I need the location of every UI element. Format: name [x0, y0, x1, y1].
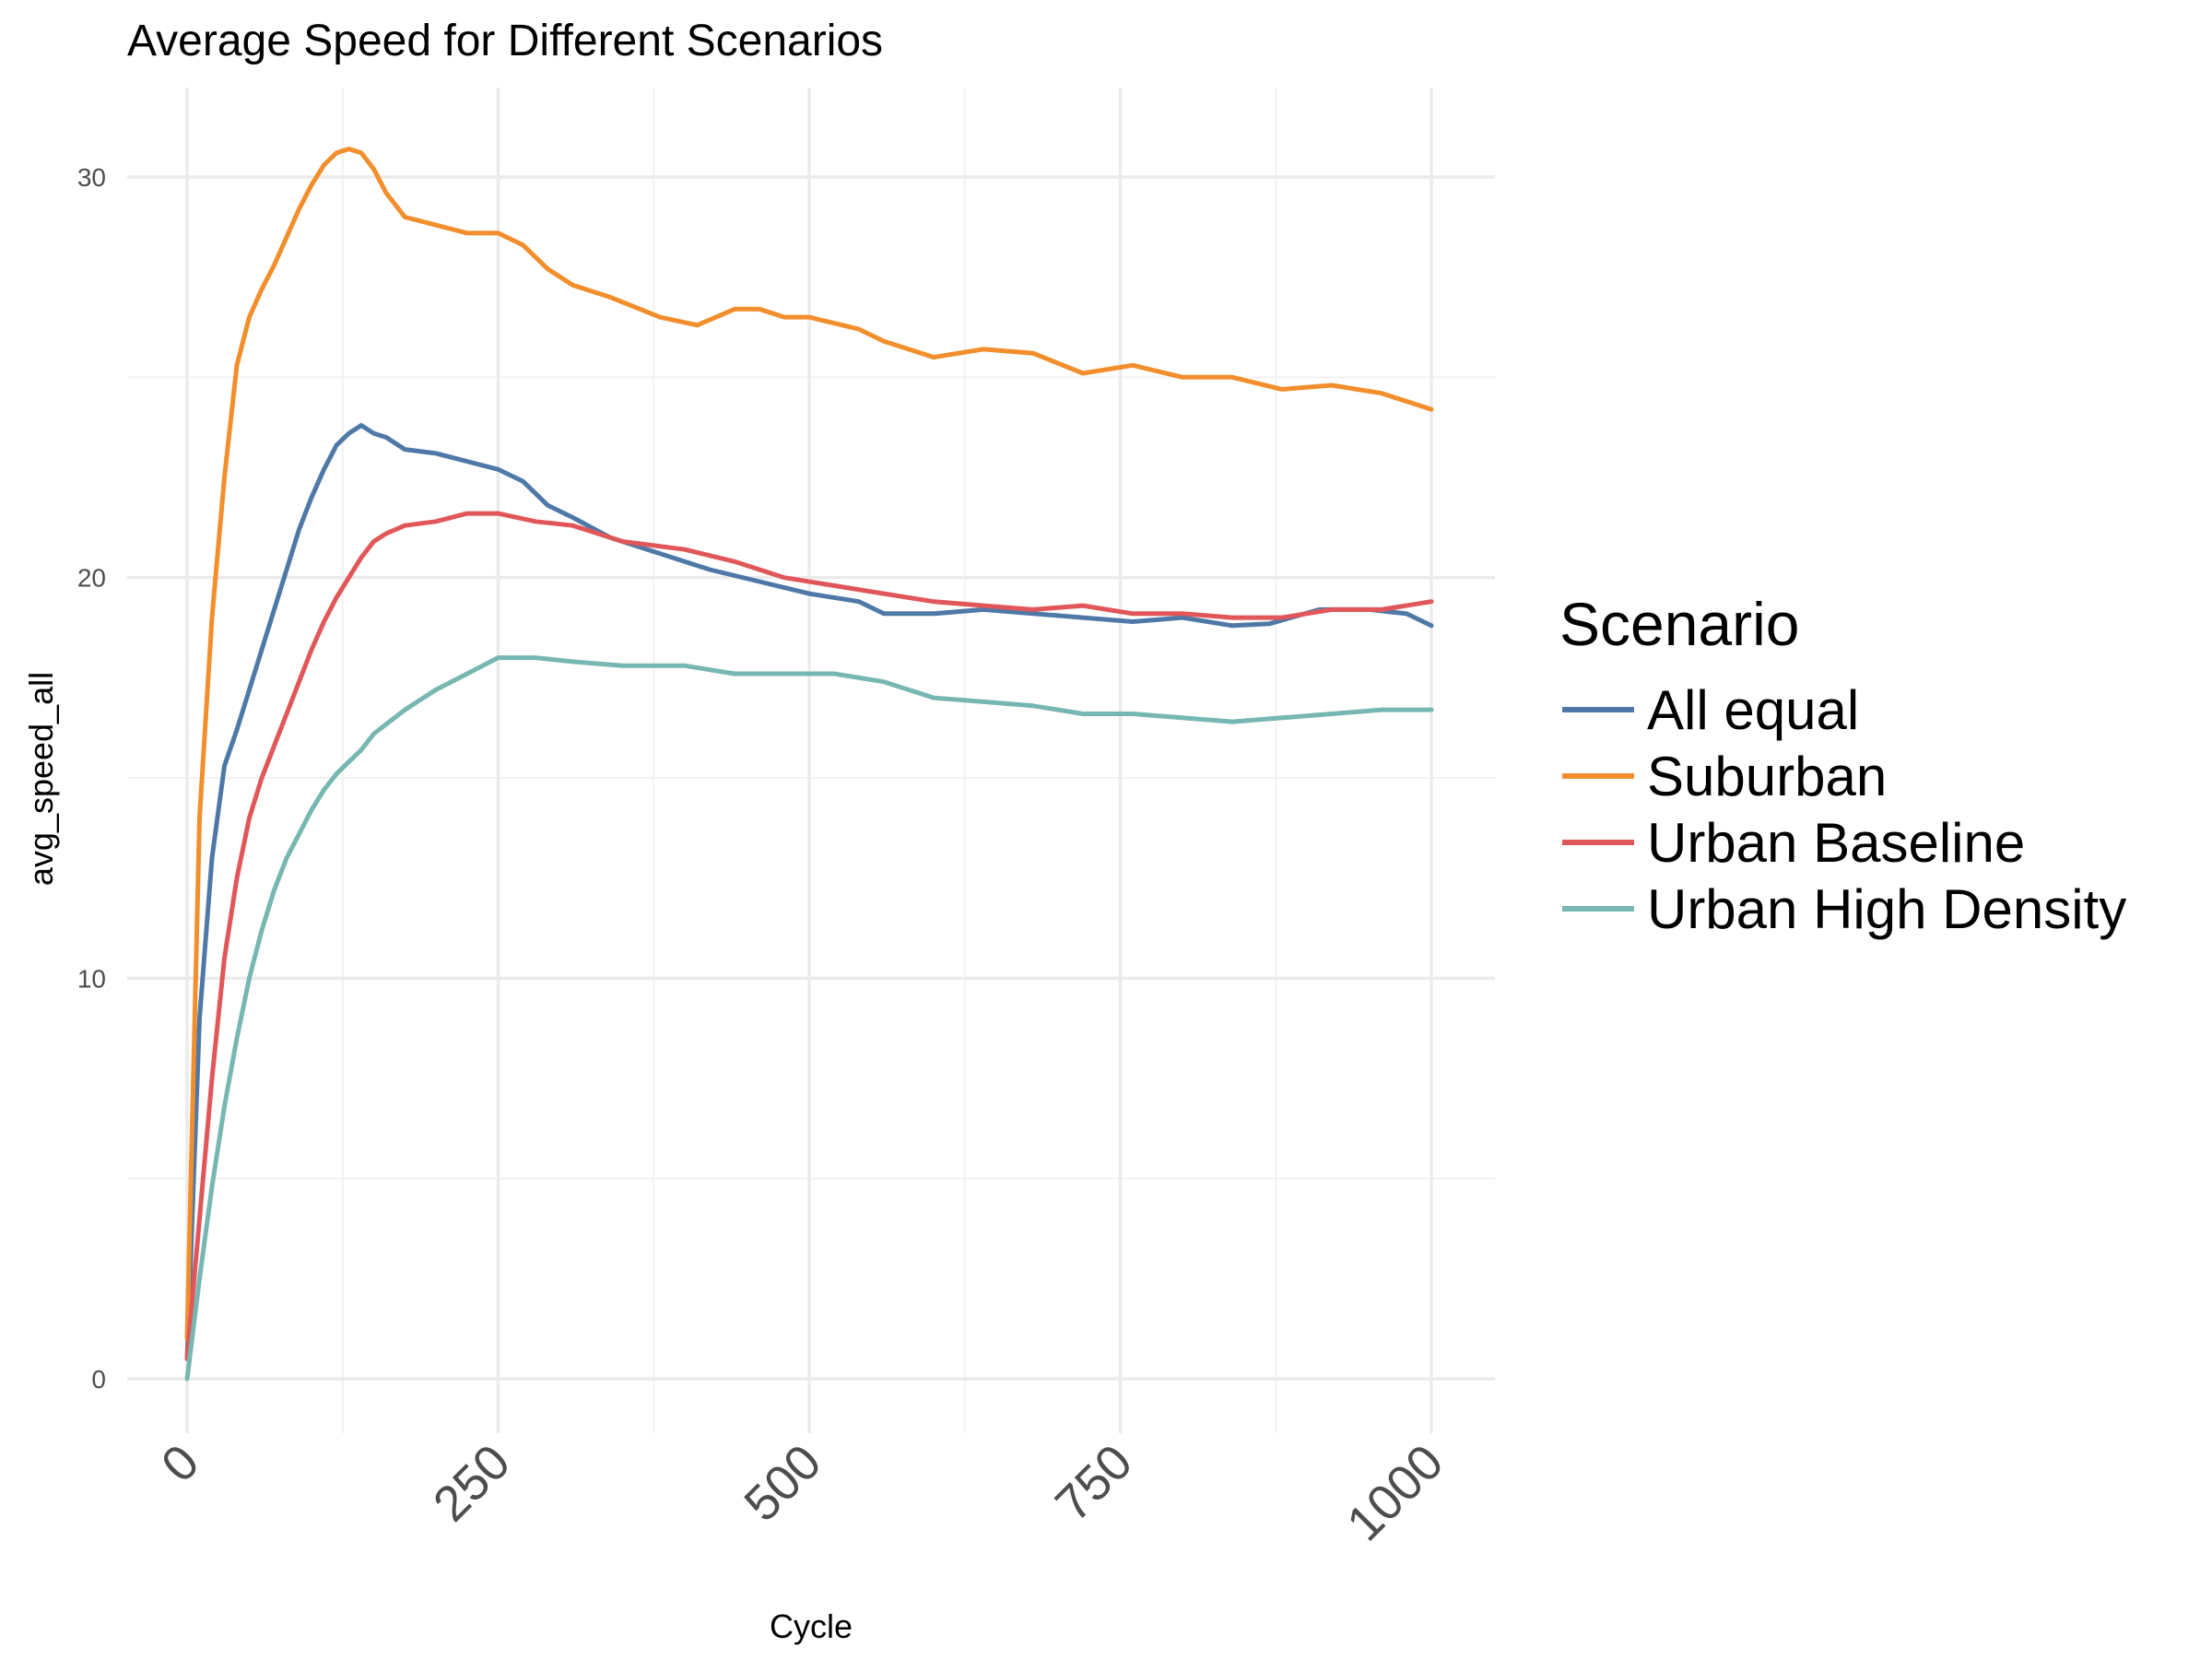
series-line-1 — [184, 423, 1434, 1361]
y-axis-tick-labels: 0 10 20 30 — [77, 163, 106, 1394]
major-gridlines-y — [127, 175, 1495, 1381]
y-tick-label: 10 — [77, 964, 106, 993]
x-tick-label: 0 — [151, 1434, 210, 1493]
series-line-4 — [184, 655, 1434, 1382]
legend-label-4: Urban High Density — [1647, 878, 2126, 940]
y-axis-title: avg_speed_all — [22, 672, 60, 886]
minor-gridlines-x — [341, 88, 1277, 1433]
y-tick-label: 30 — [77, 163, 106, 192]
x-axis-tick-labels: 0 250 500 750 1000 — [151, 1434, 1454, 1551]
series-lines — [184, 147, 1434, 1382]
x-tick-label: 1000 — [1336, 1434, 1453, 1551]
legend-title: Scenario — [1559, 590, 1800, 658]
legend-label-1: All equal — [1647, 679, 1859, 741]
chart-title: Average Speed for Different Scenarios — [127, 17, 883, 65]
plot-panel — [127, 88, 1495, 1433]
y-tick-label: 0 — [91, 1365, 106, 1394]
series-line-2 — [184, 147, 1434, 1341]
legend-label-3: Urban Baseline — [1647, 812, 2025, 874]
x-tick-label: 500 — [734, 1434, 831, 1532]
y-tick-label: 20 — [77, 564, 106, 593]
series-line-3 — [184, 511, 1434, 1361]
legend-label-2: Suburban — [1647, 746, 1887, 807]
x-tick-label: 250 — [423, 1434, 521, 1532]
minor-gridlines-y — [127, 376, 1495, 1180]
x-axis-title: Cycle — [770, 1607, 853, 1645]
x-tick-label: 750 — [1045, 1434, 1143, 1532]
major-gridlines-x — [185, 88, 1433, 1433]
